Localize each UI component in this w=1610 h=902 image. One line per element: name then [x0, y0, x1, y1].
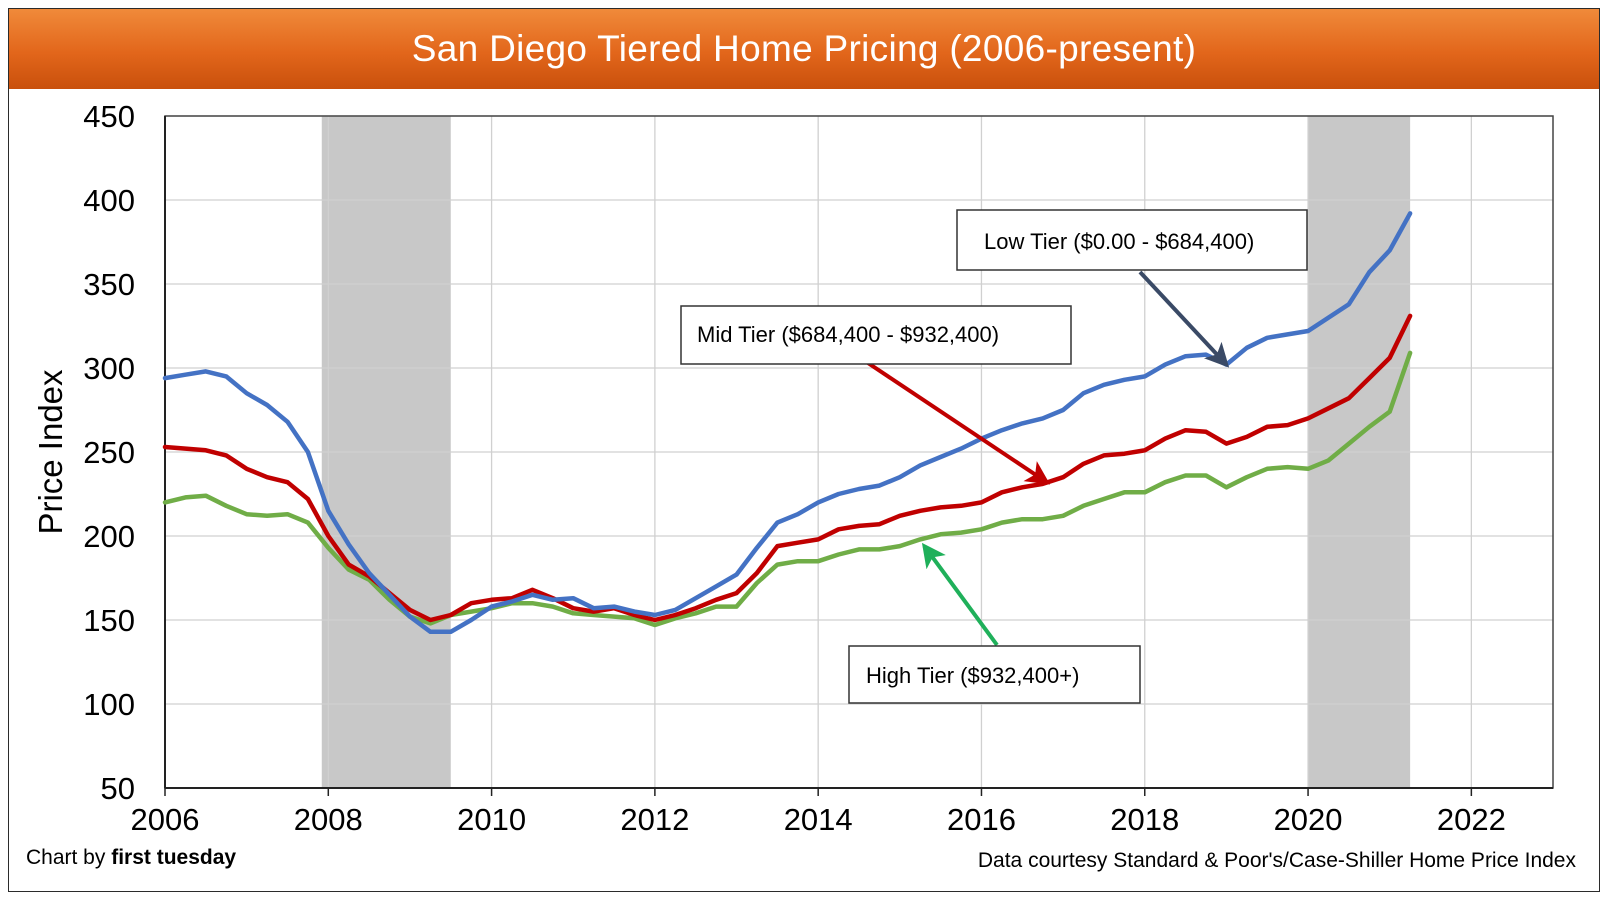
annotation-box-high	[848, 645, 1141, 704]
x-tick-label: 2016	[947, 802, 1016, 837]
x-tick-label: 2010	[457, 802, 526, 837]
x-tick-label: 2012	[620, 802, 689, 837]
credit-brand: first tuesday	[111, 846, 237, 869]
y-tick-label: 350	[83, 267, 135, 302]
annotation-box-mid	[680, 305, 1072, 365]
y-axis-label: Price Index	[32, 369, 69, 535]
series-line-low	[162, 211, 1413, 635]
annotation-box-low	[956, 209, 1308, 271]
y-tick-label: 300	[83, 351, 135, 386]
y-tick-label: 200	[83, 519, 135, 554]
y-tick-label: 150	[83, 603, 135, 638]
y-tick-label: 100	[83, 687, 135, 722]
x-tick-label: 2008	[294, 802, 363, 837]
annotation-label-low: Low Tier ($0.00 - $684,400)	[984, 229, 1254, 254]
title-bar: San Diego Tiered Home Pricing (2006-pres…	[9, 9, 1599, 89]
annotation-label-mid: Mid Tier ($684,400 - $932,400)	[697, 322, 999, 347]
annotation-arrow-high	[921, 542, 999, 647]
annotation-arrow-mid	[866, 361, 1051, 485]
y-tick-label: 50	[101, 771, 135, 806]
y-tick-label: 250	[83, 435, 135, 470]
annotation-label-high: High Tier ($932,400+)	[866, 663, 1079, 688]
credit-right: Data courtesy Standard & Poor's/Case-Shi…	[977, 849, 1576, 872]
series-line-high	[162, 350, 1413, 628]
x-tick-label: 2018	[1110, 802, 1179, 837]
chart-title: San Diego Tiered Home Pricing (2006-pres…	[411, 28, 1197, 69]
x-tick-label: 2014	[784, 802, 853, 837]
credit-left: Chart by first tuesday	[26, 846, 236, 870]
y-tick-label: 450	[83, 99, 135, 134]
x-tick-label: 2022	[1437, 802, 1506, 837]
credit-prefix: Chart by	[26, 846, 112, 869]
x-tick-label: 2020	[1274, 802, 1343, 837]
y-tick-label: 400	[83, 183, 135, 218]
annotation-arrow-low	[1138, 270, 1230, 368]
x-tick-label: 2006	[131, 802, 200, 837]
